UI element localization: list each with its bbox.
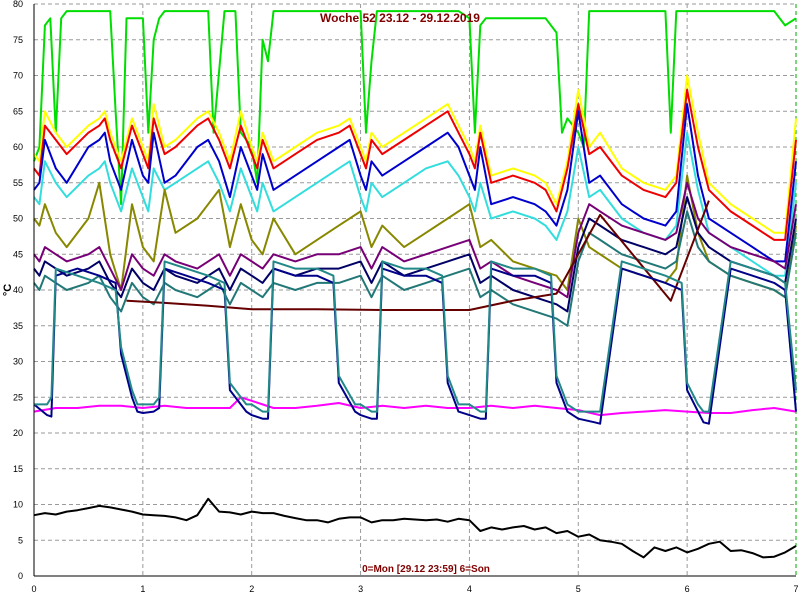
- series-line-2: [33, 88, 797, 241]
- y-tick-label: 30: [13, 357, 23, 367]
- series-line-6: [33, 181, 797, 299]
- series-line-7: [33, 196, 797, 313]
- x-tick-label: 6: [685, 584, 690, 594]
- series-line-1: [33, 74, 797, 234]
- axes: [33, 4, 796, 577]
- x-tick-label: 0: [31, 584, 36, 594]
- series-line-4: [33, 103, 797, 263]
- x-tick-label: 2: [249, 584, 254, 594]
- x-tick-label: 3: [358, 584, 363, 594]
- x-tick-label: 1: [140, 584, 145, 594]
- y-tick-label: 40: [13, 285, 23, 295]
- x-tick-label: 5: [576, 584, 581, 594]
- grid-lines: [34, 3, 797, 576]
- y-tick-label: 10: [13, 500, 23, 510]
- plot-area: [33, 10, 797, 559]
- chart-title: Woche 52 23.12 - 29.12.2019: [320, 11, 480, 25]
- y-axis-label: °C: [2, 284, 14, 296]
- y-tick-label: 35: [13, 321, 23, 331]
- series-line-8: [33, 210, 797, 327]
- series-line-10: [33, 396, 797, 417]
- y-tick-label: 60: [13, 142, 23, 152]
- y-tick-label: 0: [18, 571, 23, 581]
- series-line-0: [33, 10, 797, 206]
- y-tick-label: 50: [13, 214, 23, 224]
- y-tick-label: 5: [18, 535, 23, 545]
- x-tick-label: 4: [467, 584, 472, 594]
- y-tick-label: 80: [13, 0, 23, 9]
- series-line-13: [34, 260, 797, 413]
- y-tick-label: 20: [13, 428, 23, 438]
- y-tick-labels: 0 5 10 15 20 25 30 35 40 45 50 55 60 65 70 75 80: [13, 0, 23, 581]
- series-line-11: [33, 497, 797, 559]
- series-line-9: [126, 200, 710, 311]
- y-tick-label: 65: [13, 106, 23, 116]
- y-tick-label: 70: [13, 71, 23, 81]
- x-tick-label: 7: [793, 584, 798, 594]
- chart-footer: 0=Mon [29.12 23:59] 6=Son: [362, 564, 490, 575]
- y-tick-label: 45: [13, 249, 23, 259]
- y-tick-label: 25: [13, 392, 23, 402]
- x-tick-labels: 0 1 2 3 4 5 6 7: [31, 584, 798, 594]
- y-tick-label: 75: [13, 35, 23, 45]
- y-tick-label: 15: [13, 464, 23, 474]
- y-tick-label: 55: [13, 178, 23, 188]
